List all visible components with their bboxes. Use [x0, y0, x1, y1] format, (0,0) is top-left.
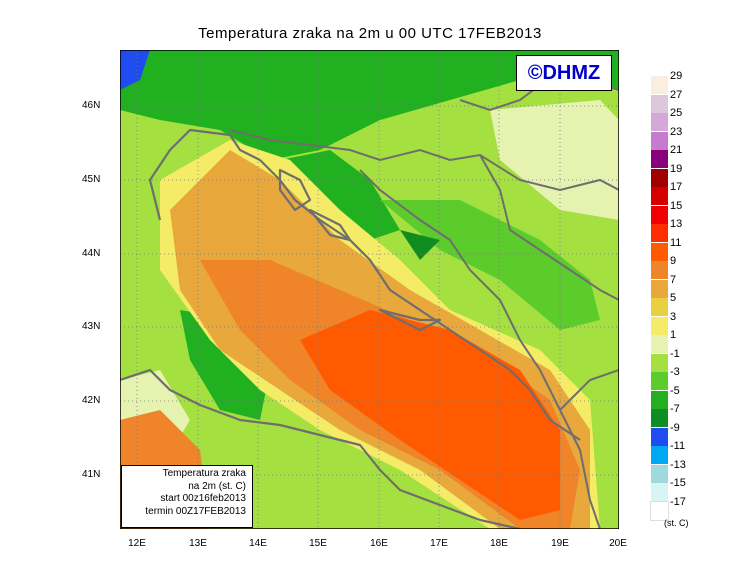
colorbar-label: 25: [670, 107, 683, 119]
colorbar-swatch: [651, 242, 668, 261]
colorbar-label: 15: [670, 199, 683, 212]
colorbar-swatch: [651, 279, 668, 298]
lat-label: 44N: [82, 248, 101, 259]
lat-label: 46N: [82, 100, 101, 111]
colorbar-label: -7: [670, 403, 680, 415]
colorbar-swatch: [651, 372, 668, 390]
field-alps: [120, 50, 619, 160]
colorbar-swatch: [651, 168, 668, 187]
colorbar-label: -17: [670, 495, 686, 508]
lon-label: 18E: [490, 538, 508, 549]
info-line: start 00z16feb2013: [160, 493, 246, 504]
lat-label: 42N: [82, 395, 101, 406]
colorbar-label: -3: [670, 366, 680, 378]
colorbar-swatch: [651, 483, 668, 501]
colorbar-swatch: [651, 464, 668, 483]
colorbar-swatch: [651, 427, 668, 446]
colorbar-label: 11: [670, 236, 682, 249]
colorbar-swatch: [651, 446, 668, 464]
colorbar-swatch: [651, 298, 668, 316]
info-line: Temperatura zraka: [162, 468, 246, 479]
colorbar-label: 1: [670, 329, 677, 341]
colorbar-swatch: [651, 261, 668, 279]
colorbar-label: 29: [670, 70, 683, 82]
info-line: termin 00Z17FEB2013: [145, 505, 246, 517]
lon-label: 15E: [309, 538, 327, 549]
lat-label: 45N: [82, 174, 101, 185]
colorbar-swatch: [651, 205, 668, 224]
lon-label: 12E: [128, 538, 146, 549]
colorbar-label: -13: [670, 458, 686, 471]
colorbar-swatch: [651, 335, 668, 353]
colorbar-label: -15: [670, 477, 686, 489]
colorbar-label: 19: [670, 162, 683, 175]
colorbar-swatch: [651, 94, 668, 113]
lon-label: 14E: [249, 538, 267, 549]
lon-label: 13E: [189, 538, 207, 549]
colorbar-swatch: [651, 353, 668, 372]
field-cold-corner: [120, 50, 150, 90]
colorbar-swatch: [651, 131, 668, 150]
colorbar-label: 13: [670, 218, 683, 230]
map-title: Temperatura zraka na 2m u 00 UTC 17FEB20…: [198, 25, 542, 42]
colorbar-label: -1: [670, 347, 680, 360]
lon-label: 20E: [609, 538, 627, 549]
colorbar-swatch: [651, 113, 668, 131]
colorbar-label: 3: [670, 310, 677, 323]
colorbar-swatch: [650, 500, 669, 521]
colorbar-label: -5: [670, 384, 680, 397]
dhmz-logo: ©DHMZ: [516, 55, 612, 91]
colorbar-swatch: [651, 187, 668, 205]
colorbar-label: 23: [670, 125, 683, 138]
field-velebit: [280, 150, 400, 240]
lat-label: 43N: [82, 321, 101, 332]
colorbar-swatch: [651, 150, 668, 168]
field-pale-east: [490, 100, 619, 220]
field-sea-11: [300, 310, 560, 520]
colorbar-label: 5: [670, 292, 677, 304]
colorbar-label: 7: [670, 273, 677, 286]
colorbar-swatch: [651, 409, 668, 427]
temperature-map: [120, 50, 619, 529]
colorbar-label: 21: [670, 144, 683, 156]
colorbar-swatch: [651, 224, 668, 242]
colorbar-unit: (st. C): [664, 518, 689, 528]
colorbar-swatch: [651, 316, 668, 335]
colorbar-swatch: [651, 390, 668, 409]
colorbar-label: -9: [670, 421, 680, 434]
lon-label: 17E: [430, 538, 448, 549]
lon-label: 16E: [370, 538, 388, 549]
colorbar-swatch: [651, 76, 668, 94]
info-box: Temperatura zraka na 2m (st. C) start 00…: [121, 465, 253, 528]
colorbar-label: 17: [670, 181, 683, 193]
colorbar-label: 27: [670, 88, 683, 101]
coastlines: [120, 128, 581, 529]
colorbar-label: 9: [670, 255, 677, 267]
field-cold-core-1: [400, 230, 440, 260]
colorbar-label: -11: [670, 440, 686, 452]
field-dinaric: [380, 200, 600, 330]
lat-label: 41N: [82, 469, 101, 480]
lon-label: 19E: [551, 538, 569, 549]
info-line: na 2m (st. C): [188, 480, 246, 492]
